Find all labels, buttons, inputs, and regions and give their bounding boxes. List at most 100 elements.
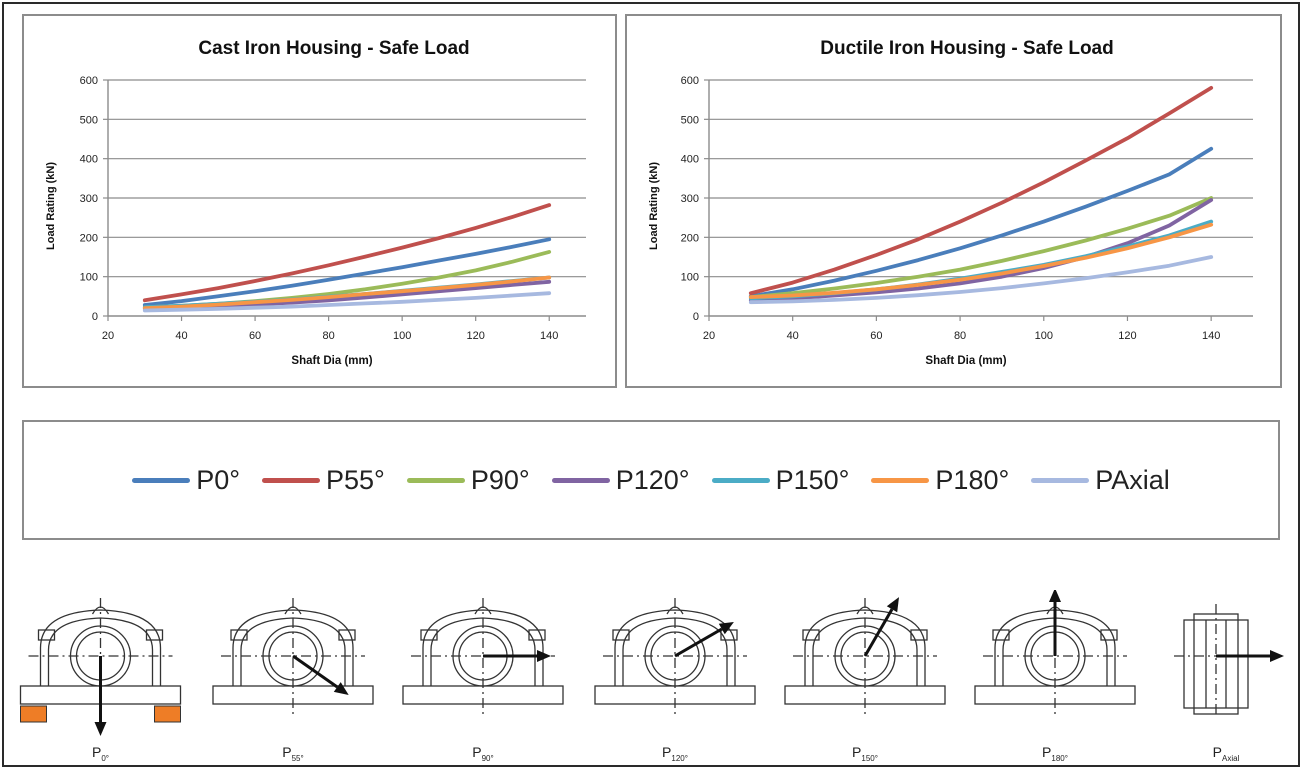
- chart-title: Cast Iron Housing - Safe Load: [198, 38, 469, 59]
- chart-title: Ductile Iron Housing - Safe Load: [820, 38, 1113, 59]
- y-tick-label: 300: [80, 193, 98, 205]
- housing-outline: [402, 598, 564, 714]
- series-line-P180°: [142, 275, 552, 311]
- y-tick-label: 0: [693, 311, 699, 323]
- load-arrow-head: [333, 682, 349, 696]
- load-arrow-head: [718, 622, 734, 635]
- foot-left: [20, 705, 47, 723]
- x-tick-label: 20: [703, 330, 715, 342]
- legend-item: P55°: [262, 465, 385, 496]
- load-arrow-head: [94, 722, 107, 736]
- y-tick-label: 200: [681, 232, 699, 244]
- x-tick-label: 60: [870, 330, 882, 342]
- x-tick-label: 80: [322, 330, 334, 342]
- cast-iron-chart: Cast Iron Housing - Safe Load 0 100 200 300 4…: [45, 38, 586, 367]
- y-tick-label: 600: [80, 75, 98, 87]
- housing-outline: [594, 598, 756, 714]
- diagram-caption-sub: 0°: [101, 754, 109, 763]
- y-tick-label: 400: [80, 154, 98, 166]
- y-axis-label: Load Rating (kN): [45, 162, 57, 250]
- housing-outline: [974, 598, 1136, 714]
- x-tick-label: 60: [249, 330, 261, 342]
- series-line-PAxial: [142, 291, 552, 313]
- foot-right: [154, 705, 181, 723]
- load-arrow-shaft: [292, 654, 339, 689]
- legend-label: PAxial: [1095, 464, 1170, 495]
- series-line-P55°: [142, 203, 552, 303]
- y-tick-label: 300: [681, 193, 699, 205]
- legend: P0° P55° P90° P120° P150° P180° PAxial: [24, 422, 1278, 538]
- y-tick-label: 400: [681, 154, 699, 166]
- x-tick-label: 140: [1202, 330, 1220, 342]
- y-tick-label: 500: [80, 114, 98, 126]
- load-diagram-90°: P90°: [398, 590, 568, 765]
- legend-item: P90°: [406, 464, 530, 496]
- load-arrow-head: [886, 597, 899, 613]
- diagram-caption-sub: 90°: [481, 754, 494, 763]
- diagram-caption-sub: 150°: [861, 754, 878, 763]
- x-tick-label: 100: [393, 330, 411, 342]
- x-tick-label: 140: [540, 330, 558, 342]
- load-diagram-Axial: PAxial: [1166, 590, 1286, 765]
- legend-swatch: [1031, 477, 1090, 483]
- load-direction-diagrams: P0° P55° P90° P120° P150° P180° PAxial: [18, 588, 1288, 765]
- legend-label: P180°: [935, 464, 1010, 495]
- legend-swatch: [871, 477, 930, 483]
- legend-swatch: [132, 477, 191, 483]
- load-arrow-head: [1049, 588, 1061, 602]
- series-line-P55°: [748, 86, 1214, 296]
- load-arrow-head: [1270, 650, 1284, 662]
- legend-label: P120°: [615, 464, 690, 495]
- load-arrow-shaft: [863, 608, 894, 657]
- legend-label: P150°: [775, 464, 850, 495]
- load-diagram-120°: P120°: [590, 590, 760, 765]
- y-tick-label: 0: [92, 311, 98, 323]
- legend-item: PAxial: [1031, 465, 1170, 496]
- load-diagram-0°: P0°: [18, 590, 183, 765]
- diagram-caption-sub: 55°: [291, 754, 304, 763]
- diagram-caption: PAxial: [1166, 744, 1286, 763]
- load-diagram-drawing: [212, 598, 374, 714]
- housing-outline: [212, 598, 374, 714]
- legend-item: P120°: [551, 464, 690, 496]
- load-diagram-drawing: [974, 588, 1136, 714]
- diagram-caption: P0°: [18, 744, 183, 763]
- diagram-caption: P180°: [970, 744, 1140, 763]
- diagram-caption-main: P: [92, 744, 102, 761]
- series-line-P90°: [748, 196, 1214, 300]
- legend-item: P180°: [871, 465, 1009, 496]
- x-tick-label: 120: [467, 330, 485, 342]
- x-tick-label: 20: [102, 330, 114, 342]
- load-diagram-drawing: [594, 598, 756, 714]
- legend-label: P90°: [470, 464, 530, 495]
- x-tick-label: 80: [954, 330, 966, 342]
- series-line-P0°: [142, 237, 552, 307]
- legend-item: P0°: [132, 465, 240, 496]
- diagram-caption-main: P: [662, 744, 672, 761]
- load-diagram-55°: P55°: [208, 590, 378, 765]
- diagram-caption-main: P: [282, 744, 292, 761]
- series-line-P180°: [748, 222, 1214, 300]
- diagram-caption-main: P: [472, 744, 482, 761]
- diagram-caption: P90°: [398, 744, 568, 763]
- series-line-P120°: [748, 198, 1214, 303]
- diagram-caption-main: P: [852, 744, 862, 761]
- y-tick-label: 100: [681, 272, 699, 284]
- load-diagram-150°: P150°: [780, 590, 950, 765]
- x-tick-label: 120: [1118, 330, 1136, 342]
- y-axis-label: Load Rating (kN): [648, 162, 660, 250]
- legend-swatch: [262, 477, 321, 483]
- x-tick-label: 40: [175, 330, 187, 342]
- series-line-P150°: [748, 219, 1214, 301]
- x-axis-label: Shaft Dia (mm): [291, 355, 372, 367]
- series-line-PAxial: [748, 255, 1214, 305]
- legend-panel: P0° P55° P90° P120° P150° P180° PAxial: [22, 420, 1280, 540]
- diagram-caption-sub: 180°: [1051, 754, 1068, 763]
- ductile-iron-chart: Ductile Iron Housing - Safe Load 0 100 200 3…: [648, 38, 1253, 367]
- legend-label: P55°: [326, 464, 385, 495]
- diagram-caption: P120°: [590, 744, 760, 763]
- load-diagram-drawing: [784, 597, 946, 714]
- load-diagram-drawing: [1174, 604, 1284, 715]
- diagram-caption-sub: Axial: [1222, 754, 1240, 763]
- load-diagram-180°: P180°: [970, 588, 1140, 765]
